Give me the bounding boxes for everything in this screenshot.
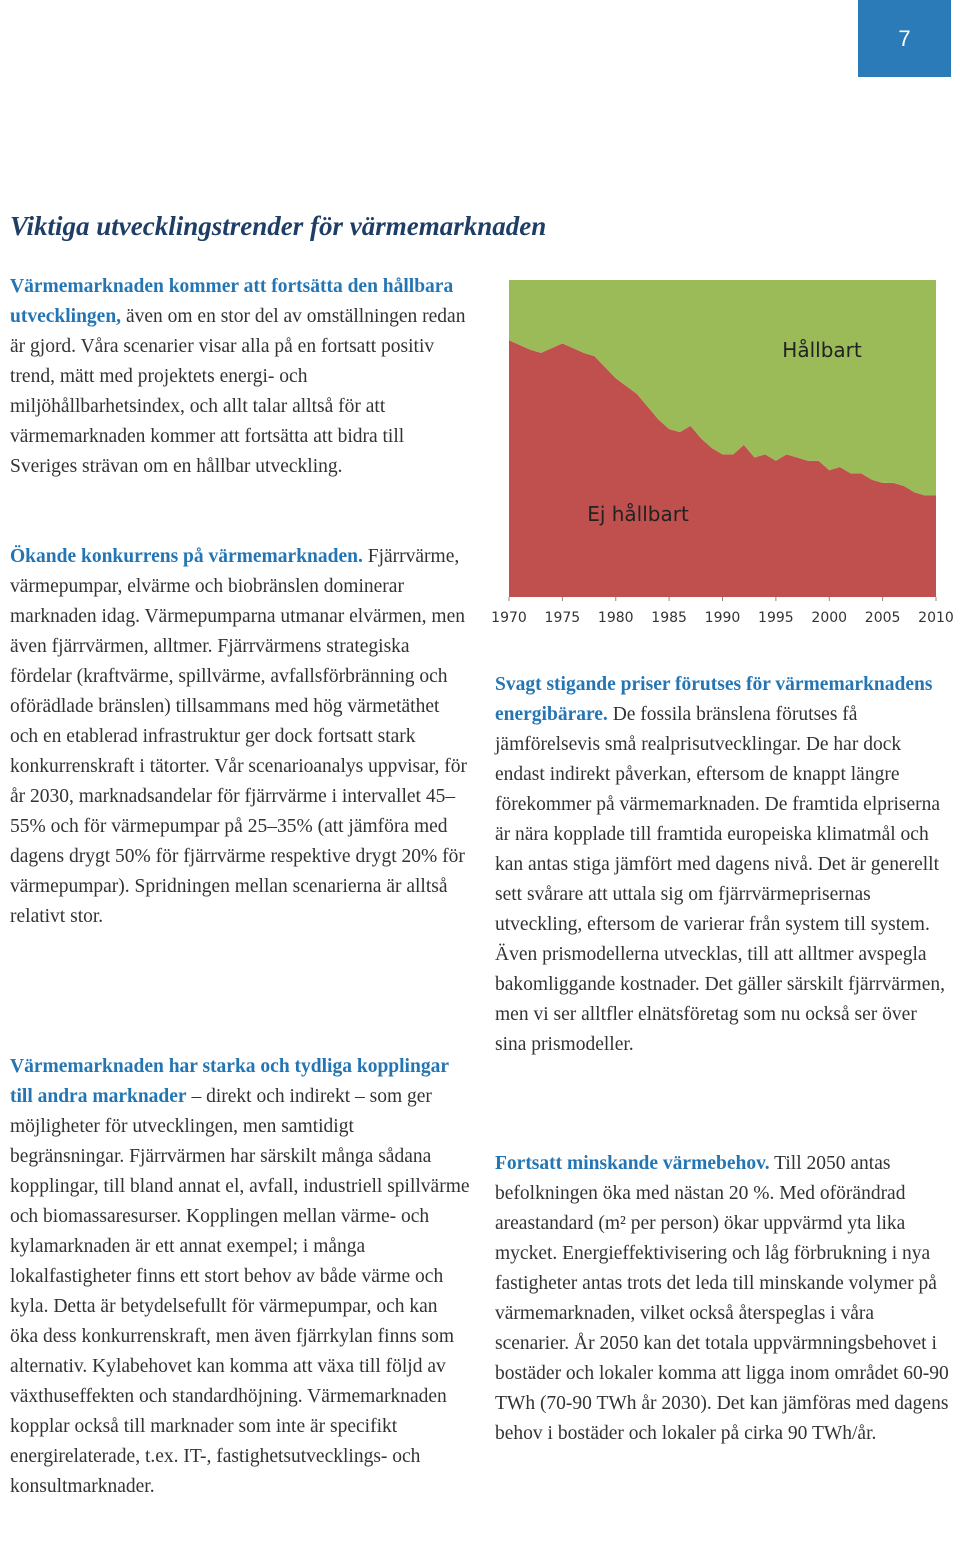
chart: Ej hållbart Hållbart 1970 1975 1980 1985 1990 1… xyxy=(491,280,954,626)
text: även om en stor del av omställningen red… xyxy=(10,306,466,477)
lead: Ökande konkurrens på värmemarknaden. xyxy=(10,546,363,567)
lead: Svagt stigande priser förutses för värme… xyxy=(495,674,933,725)
heading: Viktiga utvecklingstrender för värmemark… xyxy=(10,211,547,241)
paragraph: Värmemarknaden kommer att fortsätta den … xyxy=(10,272,470,482)
x-tick-label: 1975 xyxy=(545,610,581,626)
x-tick-label: 2000 xyxy=(811,610,847,626)
x-tick-label: 1990 xyxy=(705,610,741,626)
lead: Fortsatt minskande värmebehov. xyxy=(495,1153,770,1174)
text: – direkt och indirekt – som ger möjlighe… xyxy=(10,1086,470,1497)
area xyxy=(509,340,936,597)
lead: Värmemarknaden har starka och tydliga ko… xyxy=(10,1056,449,1107)
x-tick-label: 1980 xyxy=(598,610,634,626)
area-label: Ej hållbart xyxy=(587,502,689,526)
text: Fjärrvärme, värmepumpar, elvärme och bio… xyxy=(10,546,467,927)
x-tick-label: 1970 xyxy=(491,610,527,626)
x-tick-label: 1995 xyxy=(758,610,794,626)
paragraph: Fortsatt minskande värmebehov. Till 2050… xyxy=(495,1149,953,1449)
paragraph: Ökande konkurrens på värmemarknaden. Fjä… xyxy=(10,542,470,932)
paragraph: Värmemarknaden har starka och tydliga ko… xyxy=(10,1052,470,1502)
x-tick-label: 2010 xyxy=(918,610,954,626)
x-tick-label: 2005 xyxy=(865,610,901,626)
lead: Värmemarknaden kommer att fortsätta den … xyxy=(10,276,454,327)
page-number: 7 xyxy=(858,0,951,77)
area xyxy=(509,280,936,496)
paragraph: Svagt stigande priser förutses för värme… xyxy=(495,670,953,1060)
x-tick-label: 1985 xyxy=(651,610,687,626)
text: Till 2050 antas befolkningen öka med näs… xyxy=(495,1153,949,1444)
area-label: Hållbart xyxy=(782,338,862,362)
text: De fossila bränslena förutses få jämföre… xyxy=(495,704,945,1055)
